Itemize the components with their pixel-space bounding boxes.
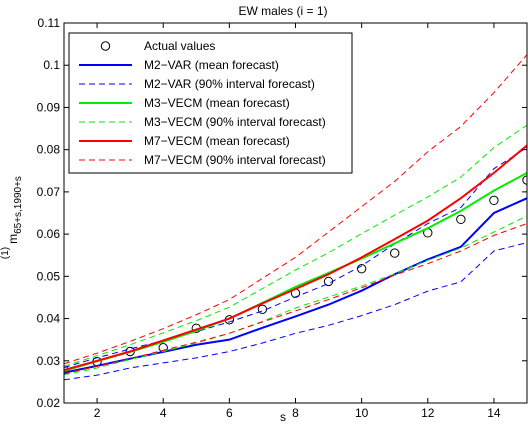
y-axis-label-main: m (6, 234, 20, 244)
x-axis-label: s (280, 410, 286, 424)
x-tick-label: 12 (421, 406, 435, 420)
legend: Actual values M2−VAR (mean forecast) M2−VA… (68, 32, 353, 174)
legend-entry: M2−VAR (mean forecast) (79, 58, 279, 72)
x-tick-label: 2 (94, 406, 101, 420)
chart-title: EW males (i = 1) (238, 4, 327, 18)
x-tick-label: 10 (355, 406, 369, 420)
y-axis-label-subscript: 65+s,1990+s (13, 176, 24, 234)
y-tick-label: 0.11 (38, 16, 61, 30)
y-axis-label-superscript: (1) (0, 247, 11, 259)
actual-value-point (356, 264, 367, 274)
x-tick-label: 4 (160, 406, 167, 420)
y-tick-label: 0.1 (43, 58, 60, 72)
legend-label: Actual values (144, 39, 215, 53)
mean-forecast-line (64, 172, 527, 372)
legend-label: M3−VECM (90% interval forecast) (144, 115, 326, 129)
y-tick-label: 0.08 (37, 143, 61, 157)
mean-forecast-line (64, 144, 527, 372)
y-tick-label: 0.06 (37, 227, 61, 241)
x-tick-label: 6 (226, 406, 233, 420)
actual-value-point (489, 195, 499, 206)
y-tick-label: 0.05 (37, 269, 61, 283)
svg-text:m65+s,1990+s: m65+s,1990+s (6, 176, 24, 244)
interval-forecast-line (64, 147, 527, 369)
x-tick-label: 14 (487, 406, 501, 420)
y-tick-label: 0.02 (37, 396, 61, 410)
interval-forecast-line (64, 124, 527, 367)
legend-label: M3−VECM (mean forecast) (144, 96, 290, 110)
y-tick-label: 0.07 (37, 185, 61, 199)
series-0-markers (64, 175, 527, 375)
series-group (64, 54, 527, 381)
legend-entry: M7−VECM (mean forecast) (79, 134, 290, 148)
legend-marker-icon (100, 41, 111, 51)
legend-entry: M7−VECM (90% interval forecast) (79, 153, 326, 167)
legend-entry: M2−VAR (90% interval forecast) (79, 77, 315, 91)
y-axis-label: m65+s,1990+s (1) (0, 176, 24, 259)
legend-label: M7−VECM (90% interval forecast) (144, 153, 326, 167)
interval-forecast-line (64, 223, 527, 375)
interval-forecast-line (64, 215, 527, 376)
legend-entry: Actual values (100, 39, 215, 53)
legend-label: M7−VECM (mean forecast) (144, 134, 290, 148)
legend-entry: M3−VECM (90% interval forecast) (79, 115, 326, 129)
y-tick-label: 0.04 (37, 312, 61, 326)
legend-label: M2−VAR (mean forecast) (144, 58, 279, 72)
mean-forecast-line (64, 197, 527, 374)
plot-area (64, 54, 527, 381)
y-tick-label: 0.03 (37, 354, 61, 368)
actual-value-point (390, 248, 400, 258)
legend-label: M2−VAR (90% interval forecast) (144, 77, 315, 91)
y-tick-label: 0.09 (37, 100, 61, 114)
legend-entry: M3−VECM (mean forecast) (79, 96, 290, 110)
x-tick-label: 8 (292, 406, 299, 420)
actual-value-point (456, 214, 466, 225)
interval-forecast-line (64, 54, 527, 365)
axes: 2 4 6 8 10 12 14 0.02 0.03 0.04 0.05 0.06 0.07 0.08 0.… (37, 16, 528, 420)
